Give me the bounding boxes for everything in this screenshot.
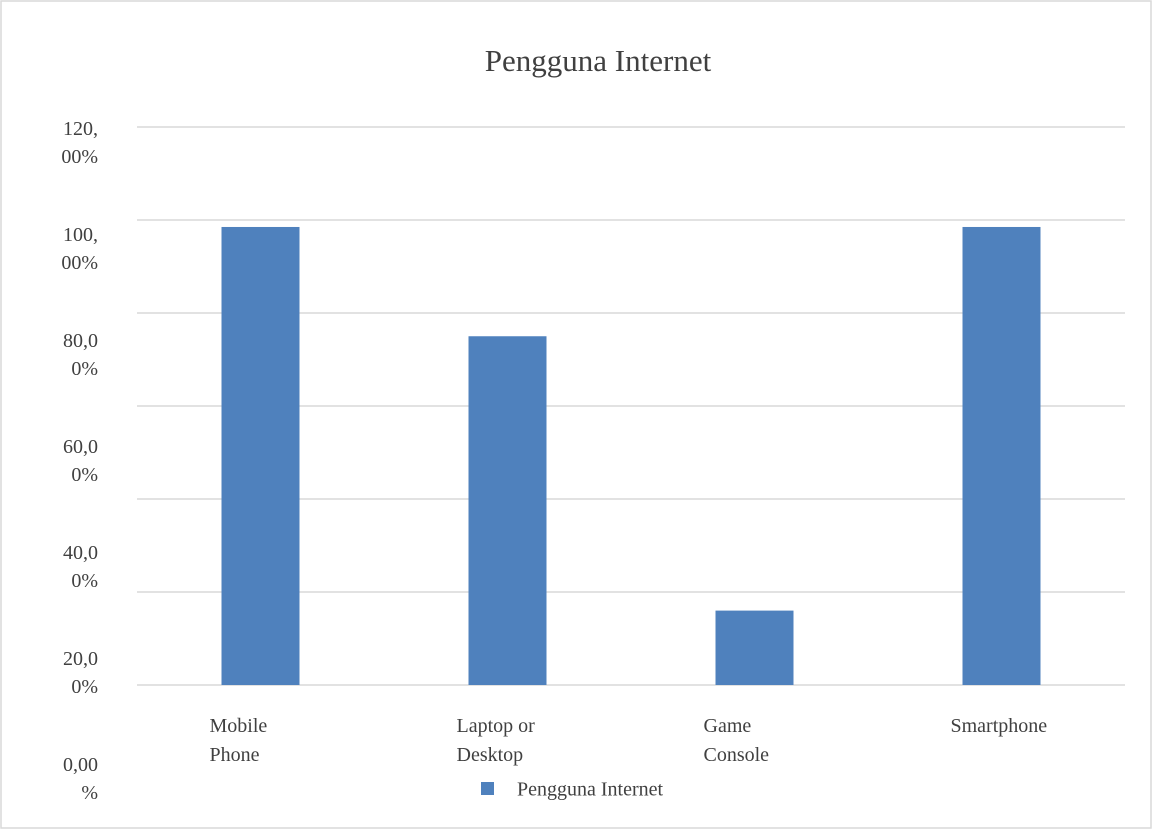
y-tick-label: 100, 00%	[61, 224, 98, 274]
bar	[715, 610, 794, 685]
x-tick-label: Laptop or Desktop	[457, 715, 536, 766]
y-tick-label: 0,00%	[63, 754, 98, 804]
x-tick-label: Mobile Phone	[210, 715, 268, 766]
chart-title: Pengguna Internet	[485, 43, 712, 78]
bar	[962, 226, 1041, 685]
legend-label: Pengguna Internet	[517, 779, 664, 801]
y-tick-label: 20,0 0%	[63, 648, 98, 698]
bar	[468, 336, 547, 685]
x-tick-label: Game Console	[704, 715, 770, 766]
y-tick-label: 80,0 0%	[63, 330, 98, 380]
y-tick-label: 40,0 0%	[63, 542, 98, 592]
bar	[221, 226, 300, 685]
x-tick-label: Smartphone	[951, 715, 1048, 737]
legend-swatch	[481, 782, 494, 795]
y-tick-label: 120, 00%	[61, 118, 98, 168]
y-tick-label: 60,0 0%	[63, 436, 98, 486]
